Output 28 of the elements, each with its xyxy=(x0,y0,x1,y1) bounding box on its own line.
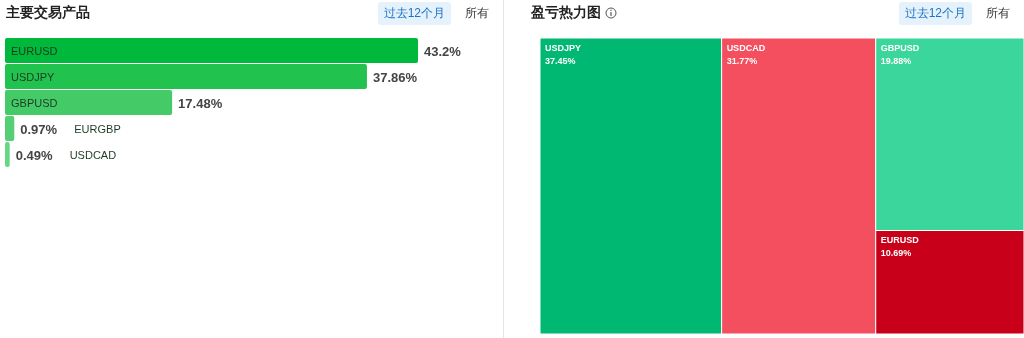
data-label: 0.49% xyxy=(15,147,53,163)
bar xyxy=(5,142,10,167)
text: 过去12个月 xyxy=(898,2,972,25)
text: 过去12个月 xyxy=(377,2,451,25)
category-label: USDCAD xyxy=(726,43,766,53)
category-label: EURUSD xyxy=(880,235,920,246)
y-tick-label: EURGBP xyxy=(74,122,121,135)
y-tick-label: USDJPY xyxy=(11,70,56,83)
data-label: 37.86% xyxy=(372,69,418,85)
bar xyxy=(5,116,15,141)
bar xyxy=(5,90,173,115)
text: 所有 xyxy=(985,5,1011,22)
chart-title: 主要交易产品 xyxy=(6,4,90,22)
category-label: USDJPY xyxy=(545,43,582,53)
data-label: 10.69% xyxy=(880,248,912,259)
data-label: 19.88% xyxy=(880,56,912,66)
data-label: 37.45% xyxy=(545,56,576,66)
category-label: GBPUSD xyxy=(880,43,920,53)
y-tick-label: EURUSD xyxy=(11,44,58,57)
text: 盈亏热力图 xyxy=(531,4,602,22)
data-label: 31.77% xyxy=(726,56,758,66)
y-tick-label: GBPUSD xyxy=(11,96,58,109)
data-label: 43.2% xyxy=(424,43,462,59)
bar xyxy=(5,64,367,89)
data-label: 17.48% xyxy=(178,95,223,111)
bar xyxy=(5,38,418,63)
text: 所有 xyxy=(464,5,490,22)
data-label: 0.97% xyxy=(20,121,58,137)
